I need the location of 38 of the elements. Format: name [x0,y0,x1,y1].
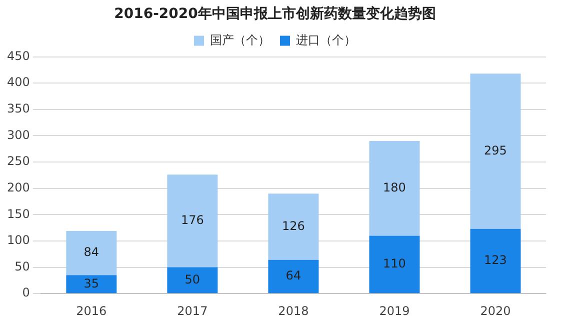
data-label: 295 [484,143,507,158]
x-tick-label: 2017 [177,304,208,318]
bar [369,236,420,294]
data-label: 35 [84,276,100,290]
x-tick-label: 2018 [278,304,309,318]
data-label: 110 [383,256,406,271]
bar [268,260,319,294]
bar [369,140,420,236]
bar [66,230,117,276]
data-label: 84 [84,245,100,260]
x-tick-label: 2019 [379,304,410,318]
bar [167,267,218,294]
chart-title: 2016-2020年中国申报上市创新药数量变化趋势图 [114,5,436,22]
y-tick-label: 150 [7,206,30,221]
bar [167,174,218,268]
bar [470,228,521,294]
y-tick-label: 200 [7,180,30,194]
data-label: 180 [383,180,406,194]
x-tick-label: 2020 [480,304,511,318]
y-tick-label: 50 [14,259,30,274]
data-label: 50 [184,272,200,286]
y-tick-label: 100 [7,233,30,248]
bar [66,275,117,294]
y-tick-label: 450 [7,48,30,63]
data-label: 126 [282,218,305,233]
y-tick-label: 0 [22,286,30,300]
data-label: 123 [484,253,507,268]
data-label: 176 [180,213,204,228]
bar [268,194,319,260]
y-tick-label: 250 [7,154,30,168]
bar [470,74,521,229]
legend-label: 国产（个） [210,32,270,47]
legend-label: 进口（个） [296,32,356,47]
y-tick-label: 400 [7,75,30,90]
x-tick-label: 2016 [76,304,107,318]
data-label: 64 [286,268,302,283]
y-tick-label: 300 [7,128,30,142]
y-tick-label: 350 [7,102,30,116]
